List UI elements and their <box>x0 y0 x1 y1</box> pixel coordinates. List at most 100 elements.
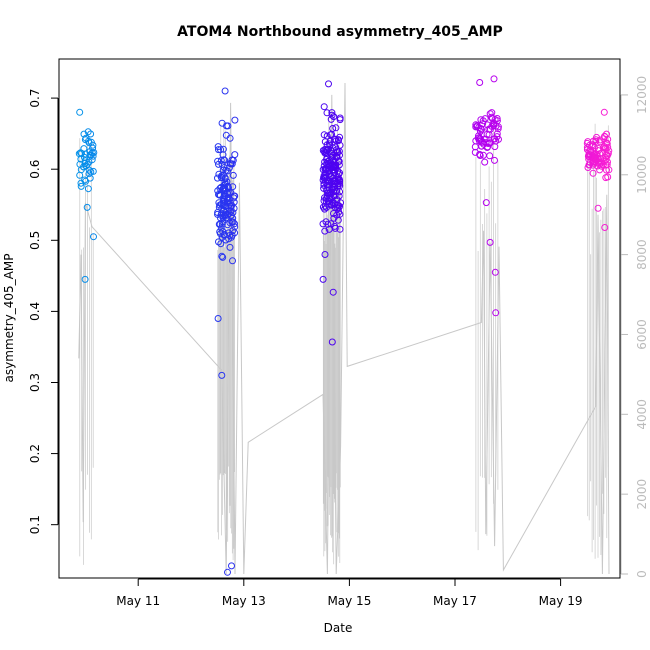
data-point <box>328 338 336 346</box>
data-point <box>472 121 480 129</box>
y2-tick-label: 0 <box>635 570 649 578</box>
data-point <box>87 168 95 176</box>
data-point <box>476 127 484 135</box>
data-point <box>82 150 89 158</box>
data-point <box>229 209 237 216</box>
data-point <box>491 156 498 164</box>
data-point <box>604 143 612 151</box>
data-point <box>489 120 497 127</box>
data-point <box>481 158 489 166</box>
data-point <box>217 146 224 154</box>
data-point <box>486 110 494 118</box>
data-point <box>335 175 343 183</box>
data-point <box>332 124 340 132</box>
data-point <box>85 158 93 166</box>
data-point <box>583 146 591 154</box>
data-point <box>323 161 331 169</box>
data-point <box>219 228 227 235</box>
data-point <box>589 169 597 177</box>
x-tick-label: May 17 <box>433 594 477 608</box>
data-point <box>327 190 335 198</box>
data-point <box>603 152 611 159</box>
data-point <box>84 185 92 193</box>
data-point <box>223 199 231 206</box>
data-point <box>336 178 344 186</box>
data-point <box>601 133 609 141</box>
data-point <box>90 149 98 156</box>
data-point <box>231 223 239 231</box>
data-point <box>229 257 236 265</box>
data-point <box>218 119 226 127</box>
y-tick-label: 0.7 <box>28 89 42 108</box>
chart-title: ATOM4 Northbound asymmetry_405_AMP <box>177 24 503 40</box>
data-point <box>323 181 331 189</box>
y2-tick-label: 8000 <box>635 239 649 270</box>
data-point <box>321 251 329 258</box>
data-point <box>600 143 608 150</box>
y-axis-label: asymmetry_405_AMP <box>2 254 16 383</box>
data-point <box>225 235 233 243</box>
data-point <box>215 146 222 154</box>
x-axis-label: Date <box>324 621 353 635</box>
x-tick-label: May 19 <box>539 594 583 608</box>
data-point <box>492 309 500 317</box>
data-point <box>228 156 236 164</box>
data-point <box>494 125 502 133</box>
data-point <box>323 192 331 200</box>
data-point <box>603 150 610 158</box>
data-point <box>220 231 228 239</box>
data-point <box>491 135 499 143</box>
data-point <box>226 243 234 251</box>
data-point <box>219 218 227 226</box>
data-point <box>331 177 339 185</box>
data-point <box>221 203 229 210</box>
data-point <box>224 122 232 130</box>
data-point <box>589 142 597 150</box>
data-point <box>471 148 479 156</box>
data-point <box>214 315 222 322</box>
data-point <box>474 134 482 142</box>
data-point <box>476 79 484 86</box>
data-point <box>493 115 501 122</box>
data-point <box>482 139 490 147</box>
plot-frame <box>58 58 621 579</box>
data-point <box>330 188 337 196</box>
data-point <box>226 160 234 167</box>
data-point <box>215 238 222 246</box>
data-point <box>220 206 228 214</box>
data-point <box>335 170 343 178</box>
data-point <box>336 225 344 233</box>
data-point <box>224 568 231 576</box>
data-point <box>80 153 88 161</box>
data-point <box>331 180 339 188</box>
y2-tick-label: 6000 <box>635 319 649 350</box>
data-point <box>216 191 224 199</box>
scatter-points <box>75 75 613 576</box>
data-point <box>591 155 598 163</box>
data-point <box>601 224 609 231</box>
data-point <box>332 135 339 143</box>
x-tick-label: May 11 <box>116 594 160 608</box>
data-point <box>603 166 610 174</box>
data-point <box>322 149 330 156</box>
data-point <box>320 103 328 111</box>
data-point <box>329 125 337 132</box>
data-point <box>331 192 339 200</box>
data-point <box>585 153 593 161</box>
data-point <box>323 156 330 163</box>
data-point <box>83 203 91 211</box>
data-point <box>596 136 604 144</box>
data-point <box>77 182 85 190</box>
data-point <box>326 170 334 178</box>
data-point <box>323 146 331 154</box>
data-point <box>219 253 227 261</box>
data-point <box>594 204 602 212</box>
data-point <box>321 227 329 235</box>
data-point <box>322 218 330 226</box>
right-series-line <box>78 82 610 575</box>
data-point <box>585 147 593 155</box>
data-point <box>231 116 239 124</box>
data-point <box>599 144 607 152</box>
data-point <box>329 288 337 296</box>
data-point <box>87 130 95 138</box>
